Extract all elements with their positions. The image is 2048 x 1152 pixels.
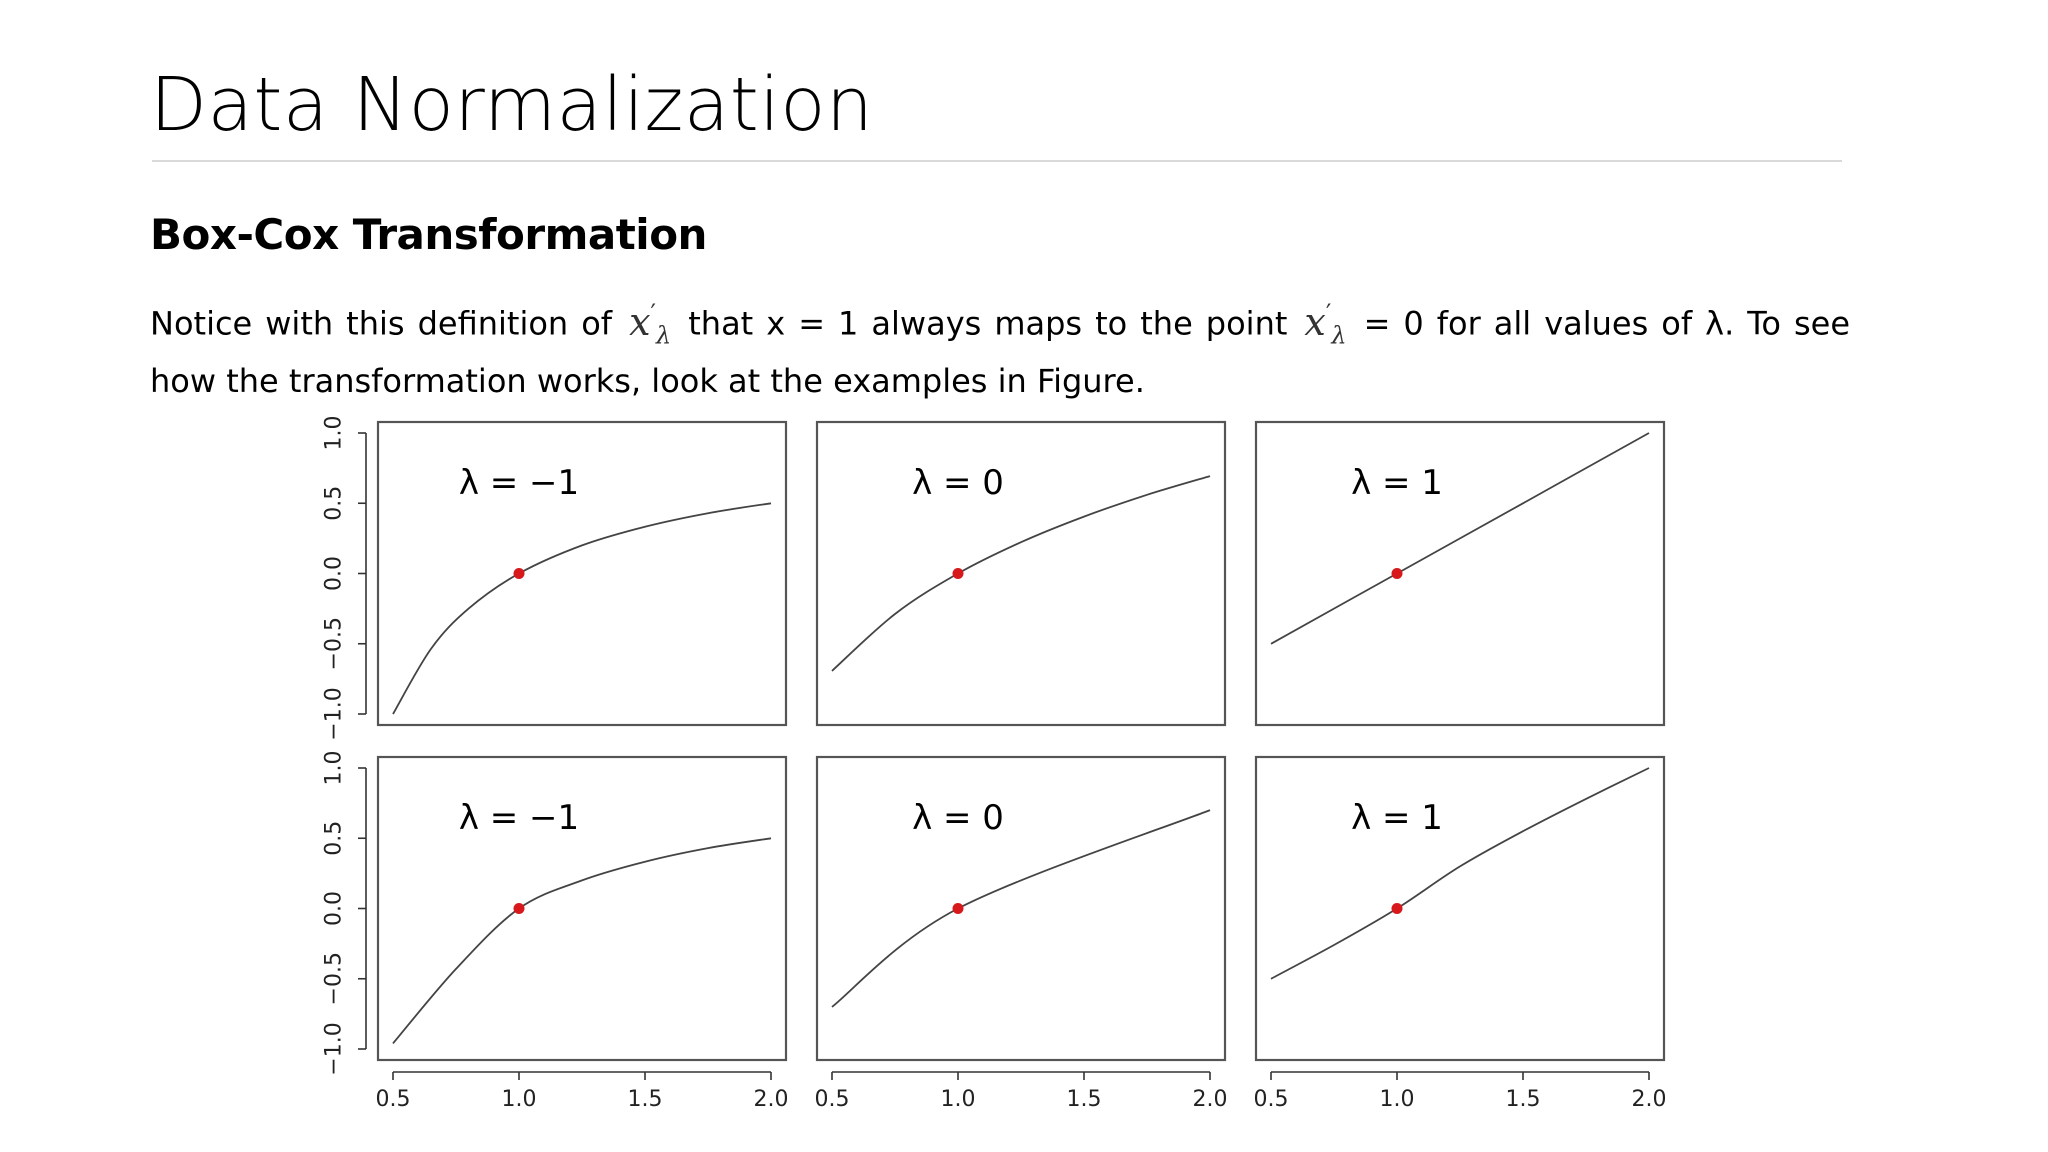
panel-frame (376, 420, 788, 727)
panel-frame (815, 755, 1227, 1062)
panel-marker (1391, 903, 1403, 914)
y-tick-label: −0.5 (322, 617, 347, 670)
panel-marker (952, 568, 964, 579)
box-cox-figure: λ = −1 λ = 0 λ = 1 λ = −1 λ = 0 λ = 1 −1.0 −0.5… (322, 416, 1667, 1109)
x-tick-label: 1.5 (1506, 1087, 1541, 1108)
x-tick-label: 2.0 (1632, 1087, 1667, 1108)
x-tick-label: 1.0 (1380, 1087, 1415, 1108)
panel-curve (831, 809, 1211, 1008)
panel-curve (392, 837, 772, 1044)
panel-frame (1254, 420, 1666, 727)
panel-marker (513, 903, 525, 914)
y-tick-label: 0.0 (322, 556, 347, 591)
panel-label: λ = −1 (459, 463, 579, 503)
section-heading: Box-Cox Transformation (150, 210, 707, 259)
y-tick-label: 1.0 (322, 751, 347, 786)
panel-marker (1391, 568, 1403, 579)
x-tick-label: 2.0 (1193, 1087, 1228, 1108)
x-tick-label: 2.0 (754, 1087, 789, 1108)
y-tick-label: 0.5 (322, 486, 347, 521)
y-tick-label: 0.0 (322, 891, 347, 926)
panel-curve (831, 475, 1211, 672)
x-tick-label: 0.5 (1254, 1087, 1289, 1108)
paragraph-part-1: Notice with this definition of (150, 304, 613, 343)
y-tick-label: −1.0 (322, 687, 347, 740)
x-tick-label: 0.5 (815, 1087, 850, 1108)
y-tick-label: −1.0 (322, 1022, 347, 1075)
x-tick-label: 0.5 (376, 1087, 411, 1108)
x-tick-label: 1.5 (1067, 1087, 1102, 1108)
title-divider (152, 160, 1842, 162)
x-tick-label: 1.5 (628, 1087, 663, 1108)
x-tick-label: 1.0 (502, 1087, 537, 1108)
y-tick-label: −0.5 (322, 952, 347, 1005)
panel-curve (392, 502, 772, 715)
panel-label: λ = 0 (912, 798, 1004, 838)
panel-frame (376, 755, 788, 1062)
panel-marker (952, 903, 964, 914)
panel-frame (1254, 755, 1666, 1062)
panel-label: λ = −1 (459, 798, 579, 838)
paragraph-part-3: = 0 for all values of λ. To see how the … (150, 304, 1851, 401)
body-paragraph: Notice with this definition of x′λ that … (150, 290, 1850, 404)
y-tick-label: 0.5 (322, 821, 347, 856)
panel-marker (513, 568, 525, 579)
panel-curve (1270, 767, 1650, 980)
panel-label: λ = 0 (912, 463, 1004, 503)
slide-title: Data Normalization (150, 62, 874, 148)
paragraph-part-2: that x = 1 always maps to the point (688, 304, 1288, 343)
x-lambda-symbol: x′λ (629, 299, 672, 350)
panel-label: λ = 1 (1351, 463, 1443, 503)
x-lambda-symbol-2: x′λ (1304, 299, 1347, 350)
panel-frame (815, 420, 1227, 727)
x-tick-label: 1.0 (941, 1087, 976, 1108)
y-tick-label: 1.0 (322, 416, 347, 451)
panel-label: λ = 1 (1351, 798, 1443, 838)
panel-curve (1270, 432, 1650, 645)
